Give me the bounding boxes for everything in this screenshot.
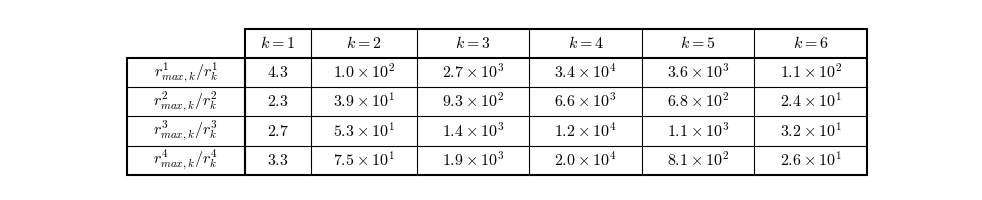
Text: $7.5\times10^{1}$: $7.5\times10^{1}$ (333, 151, 395, 169)
Text: $2.4\times10^{1}$: $2.4\times10^{1}$ (780, 93, 842, 111)
Text: $2.7$: $2.7$ (267, 123, 289, 140)
Text: $1.1\times10^{2}$: $1.1\times10^{2}$ (780, 63, 842, 82)
Text: $r^{2}_{max,k}/r^{2}_{k}$: $r^{2}_{max,k}/r^{2}_{k}$ (153, 90, 218, 114)
Text: $2.3$: $2.3$ (267, 93, 289, 110)
Text: $1.2\times10^{4}$: $1.2\times10^{4}$ (554, 122, 617, 140)
Text: $2.7\times10^{3}$: $2.7\times10^{3}$ (442, 63, 504, 82)
Text: $k = 2$: $k = 2$ (347, 35, 382, 52)
Text: $6.8\times10^{2}$: $6.8\times10^{2}$ (667, 93, 730, 111)
Text: $1.9\times10^{3}$: $1.9\times10^{3}$ (442, 151, 504, 169)
Text: $k = 1$: $k = 1$ (260, 35, 296, 52)
Text: $k = 4$: $k = 4$ (568, 35, 603, 52)
Text: $k = 5$: $k = 5$ (681, 35, 716, 52)
Text: $r^{3}_{max,k}/r^{3}_{k}$: $r^{3}_{max,k}/r^{3}_{k}$ (153, 119, 218, 143)
Text: $1.1\times10^{3}$: $1.1\times10^{3}$ (667, 122, 730, 140)
Text: $3.2\times10^{1}$: $3.2\times10^{1}$ (780, 122, 842, 140)
Text: $1.4\times10^{3}$: $1.4\times10^{3}$ (442, 122, 504, 140)
Text: $5.3\times10^{1}$: $5.3\times10^{1}$ (333, 122, 395, 140)
Text: $3.4\times10^{4}$: $3.4\times10^{4}$ (554, 63, 617, 82)
Text: $r^{1}_{max,k}/r^{1}_{k}$: $r^{1}_{max,k}/r^{1}_{k}$ (153, 60, 218, 85)
Text: $3.9\times10^{1}$: $3.9\times10^{1}$ (333, 93, 395, 111)
Text: $k = 6$: $k = 6$ (792, 35, 829, 52)
Text: $8.1\times10^{2}$: $8.1\times10^{2}$ (667, 151, 730, 169)
Text: $k = 3$: $k = 3$ (455, 35, 491, 52)
Text: $6.6\times10^{3}$: $6.6\times10^{3}$ (555, 93, 617, 111)
Text: $9.3\times10^{2}$: $9.3\times10^{2}$ (442, 93, 504, 111)
Text: $4.3$: $4.3$ (267, 64, 289, 81)
Text: $2.0\times10^{4}$: $2.0\times10^{4}$ (554, 151, 617, 169)
Text: $1.0\times10^{2}$: $1.0\times10^{2}$ (333, 63, 395, 82)
Text: $2.6\times10^{1}$: $2.6\times10^{1}$ (780, 151, 842, 169)
Text: $3.3$: $3.3$ (267, 152, 289, 169)
Text: $r^{4}_{max,k}/r^{4}_{k}$: $r^{4}_{max,k}/r^{4}_{k}$ (153, 148, 218, 172)
Text: $3.6\times10^{3}$: $3.6\times10^{3}$ (667, 63, 730, 82)
